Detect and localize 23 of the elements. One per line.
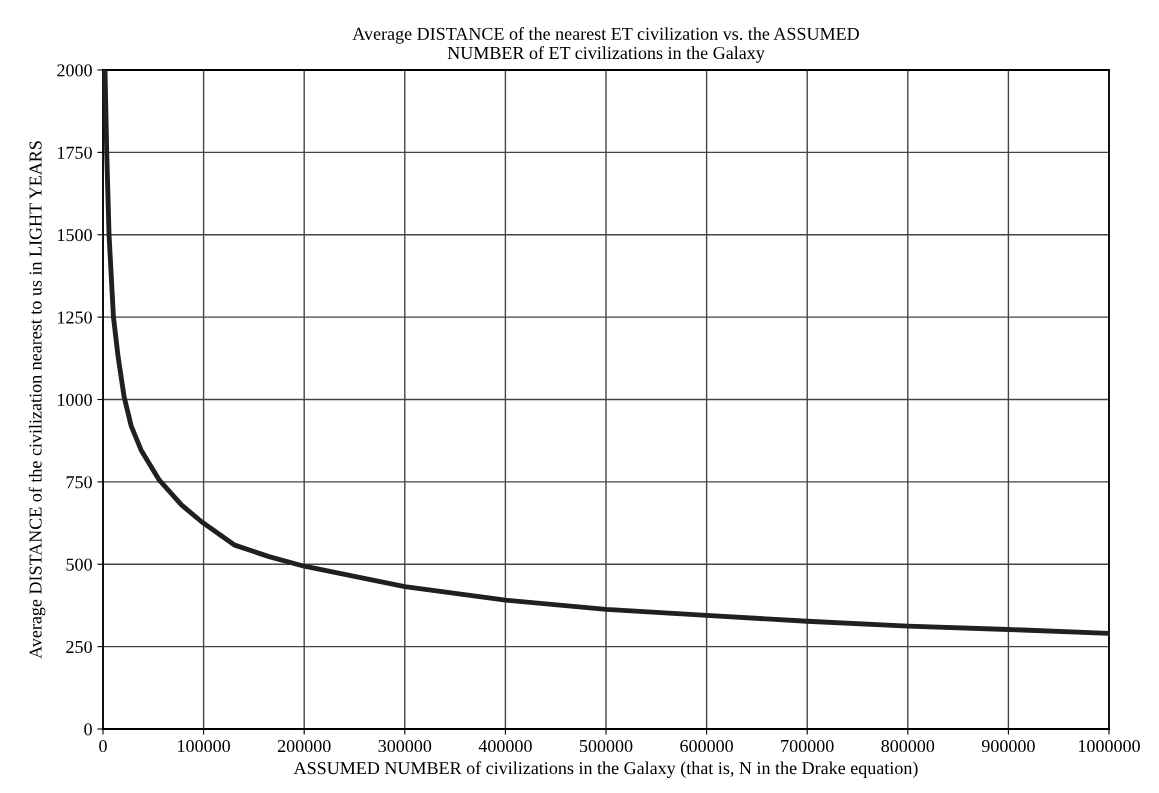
y-tick-label: 750 [66,476,92,489]
y-tick-label: 1250 [58,311,92,324]
y-tick-label: 250 [66,640,92,654]
chart-title: Average DISTANCE of the nearest ET civilization vs. the ASSUMED NUMBER of ET civilizations in the Galaxy [352,27,859,63]
x-tick-label: 600000 [680,739,733,753]
y-tick-label: 1000 [58,393,92,406]
x-tick-label: 400000 [478,739,532,753]
x-tick-label: 0 [99,739,107,753]
x-tick-label: 900000 [981,739,1035,753]
y-tick-label: 500 [66,558,92,571]
y-axis-title: Average DISTANCE of the civilization nearest to us in LIGHT YEARS [28,141,46,659]
x-tick-label: 700000 [781,739,834,753]
x-tick-label: 200000 [277,739,331,753]
x-tick-label: 500000 [579,739,633,753]
x-tick-label: 1000000 [1078,739,1140,753]
x-tick-label: 800000 [881,739,935,753]
y-tick-label: 1750 [58,146,92,159]
y-tick-label: 0 [84,723,92,736]
x-axis-title: ASSUMED NUMBER of civilizations in the Galaxy (that is, N in the Drake equation) [293,761,918,778]
x-tick-label: 300000 [378,739,432,753]
x-tick-label: 100000 [178,739,230,753]
y-tick-label: 1500 [58,229,92,242]
y-tick-label: 2000 [57,64,92,77]
